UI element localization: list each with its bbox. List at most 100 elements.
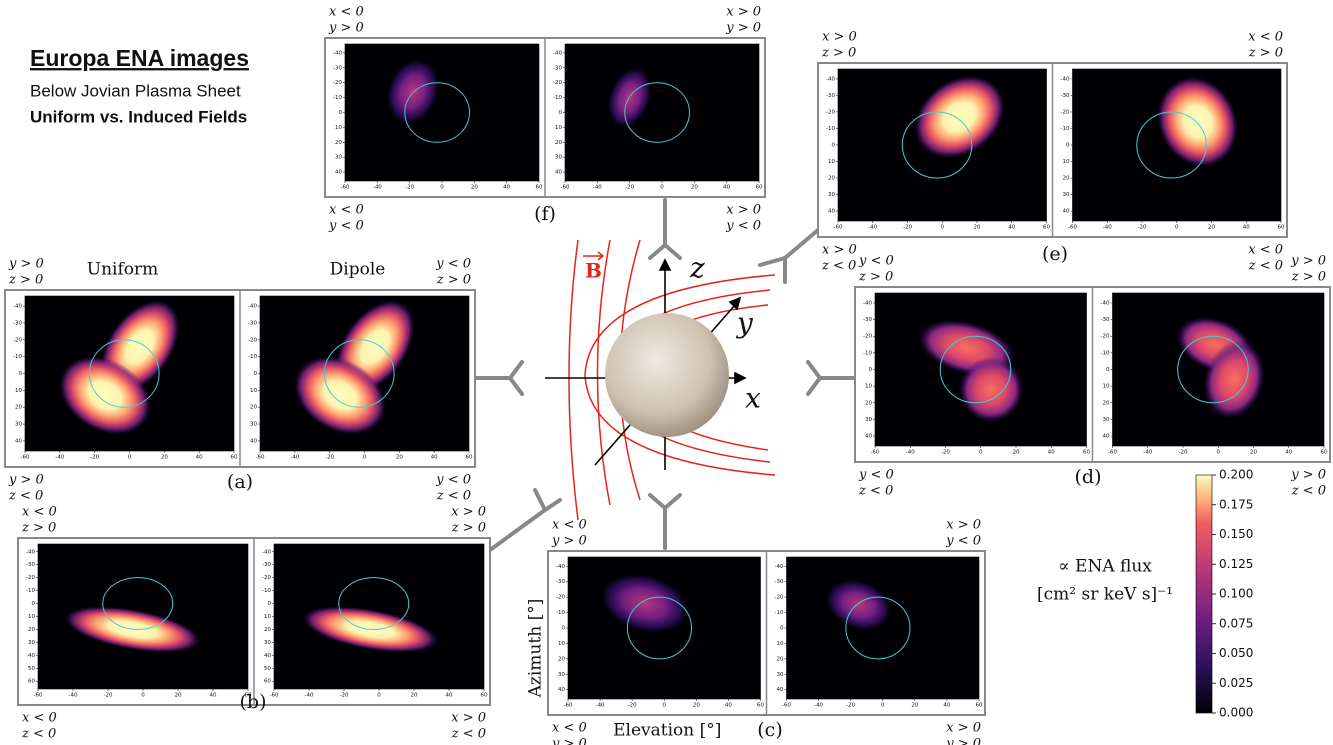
europa-outline — [626, 596, 693, 660]
colorbar-label: ∝ ENA flux — [1058, 557, 1152, 577]
y-tick-label: -30 — [553, 65, 562, 71]
x-tick-label: -40 — [305, 693, 314, 699]
x-tick-label: -40 — [593, 185, 602, 191]
y-tick-label: -20 — [1101, 334, 1110, 340]
y-tick-label: -20 — [26, 575, 35, 581]
y-tick-label: -40 — [13, 304, 22, 310]
corner-label: y < 0 — [945, 534, 981, 549]
y-tick-label: 10 — [555, 125, 562, 131]
x-tick-label: 20 — [411, 693, 418, 699]
title: Europa ENA images — [30, 45, 249, 71]
x-tick-label: -60 — [834, 225, 843, 231]
y-tick-label: -20 — [553, 80, 562, 86]
x-tick-label: -20 — [628, 703, 637, 709]
corner-label: z > 0 — [1291, 270, 1326, 285]
x-tick-label: 40 — [1285, 450, 1292, 456]
y-tick-label: -40 — [775, 564, 784, 570]
x-tick-label: 0 — [1217, 450, 1221, 456]
europa-outline — [102, 577, 174, 630]
y-tick-label: 0 — [832, 143, 836, 149]
y-tick-label: -20 — [775, 595, 784, 601]
europa — [605, 313, 729, 437]
y-tick-label: 10 — [777, 641, 784, 647]
y-tick-label: 30 — [28, 640, 35, 646]
y-tick-label: -10 — [556, 610, 565, 616]
x-tick-label: -20 — [405, 185, 414, 191]
x-tick-label: 20 — [1250, 450, 1257, 456]
column-title: Uniform — [87, 260, 159, 280]
viewers — [473, 198, 857, 552]
y-tick-label: 30 — [558, 672, 565, 678]
y-tick-label: 40 — [1103, 434, 1110, 440]
x-tick-label: 0 — [660, 185, 664, 191]
x-tick-label: 40 — [1008, 225, 1015, 231]
y-tick-label: -20 — [863, 334, 872, 340]
y-tick-label: 60 — [264, 679, 271, 685]
y-tick-label: 30 — [777, 672, 784, 678]
y-tick-label: -10 — [1061, 126, 1070, 132]
x-tick-label: -20 — [1179, 450, 1188, 456]
axis-y: y — [735, 307, 754, 340]
image-background — [345, 44, 539, 181]
colorbar: 0.000 0.025 0.050 0.075 0.100 0.125 0.150 0.175… — [1037, 468, 1253, 720]
x-tick-label: 20 — [974, 225, 981, 231]
corner-label: y < 0 — [435, 473, 471, 488]
x-tick-label: -20 — [90, 455, 99, 461]
corner-label: x > 0 — [451, 505, 486, 520]
panel: -60 -40 -20 0 20 40 60 -40 -30 -20 -10 0 10 20 30 40 Uni… — [4, 257, 476, 504]
ena-blob — [959, 356, 1024, 422]
panel-label: (c) — [757, 719, 782, 741]
image — [901, 75, 1005, 179]
panel-label: (a) — [227, 471, 253, 493]
x-tick-label: 60 — [757, 703, 764, 709]
y-tick-label: 10 — [828, 159, 835, 165]
y-tick-label: -20 — [556, 595, 565, 601]
y-tick-label: -10 — [333, 95, 342, 101]
corner-label: z > 0 — [21, 521, 56, 536]
colorbar-label: [cm² sr keV s]⁻¹ — [1037, 585, 1173, 605]
corner-label: x < 0 — [1248, 243, 1283, 258]
x-tick-label: 20 — [396, 455, 403, 461]
x-tick-label: -60 — [782, 703, 791, 709]
y-tick-label: 50 — [264, 666, 271, 672]
europa-outline — [901, 111, 973, 179]
x-tick-label: 20 — [911, 703, 918, 709]
corner-label: y < 0 — [858, 254, 894, 269]
y-tick-label: -10 — [775, 610, 784, 616]
y-tick-label: -10 — [553, 95, 562, 101]
y-tick-label: 20 — [250, 405, 257, 411]
x-tick-label: -20 — [325, 455, 334, 461]
x-tick-label: 0 — [881, 703, 885, 709]
europa-outline — [88, 339, 160, 408]
image — [294, 300, 415, 435]
x-tick-label: 0 — [941, 225, 945, 231]
corner-label: y > 0 — [8, 473, 44, 488]
corner-label: y > 0 — [725, 21, 761, 36]
x-tick-label: -20 — [1138, 225, 1147, 231]
colorbar-tick-label: 0.050 — [1219, 646, 1253, 660]
corner-label: z < 0 — [1291, 484, 1326, 499]
y-tick-label: 20 — [1063, 176, 1070, 182]
axis-z: z — [689, 252, 705, 285]
y-tick-label: 20 — [335, 140, 342, 146]
panel: -60 -40 -20 0 20 40 60 -40 -30 -20 -10 0 10 20 30 40 -60… — [854, 254, 1331, 499]
y-tick-label: 30 — [250, 422, 257, 428]
x-tick-label: 20 — [175, 693, 182, 699]
x-tick-label: 40 — [431, 455, 438, 461]
corner-label: z > 0 — [8, 273, 43, 288]
colorbar-tick-label: 0.025 — [1219, 676, 1253, 690]
y-tick-label: -40 — [1101, 300, 1110, 306]
y-tick-label: 20 — [865, 400, 872, 406]
x-tick-label: 60 — [481, 693, 488, 699]
corner-label: z < 0 — [858, 484, 893, 499]
y-tick-label: 30 — [555, 155, 562, 161]
corner-label: y > 0 — [551, 534, 587, 549]
x-tick-label: 60 — [1321, 450, 1328, 456]
image — [59, 300, 180, 435]
x-tick-label: -60 — [561, 185, 570, 191]
y-tick-label: 20 — [15, 405, 22, 411]
x-tick-label: -20 — [846, 703, 855, 709]
corner-label: z < 0 — [451, 727, 486, 742]
x-tick-label: 60 — [1083, 450, 1090, 456]
x-axis-label: Elevation [°] — [613, 721, 721, 741]
